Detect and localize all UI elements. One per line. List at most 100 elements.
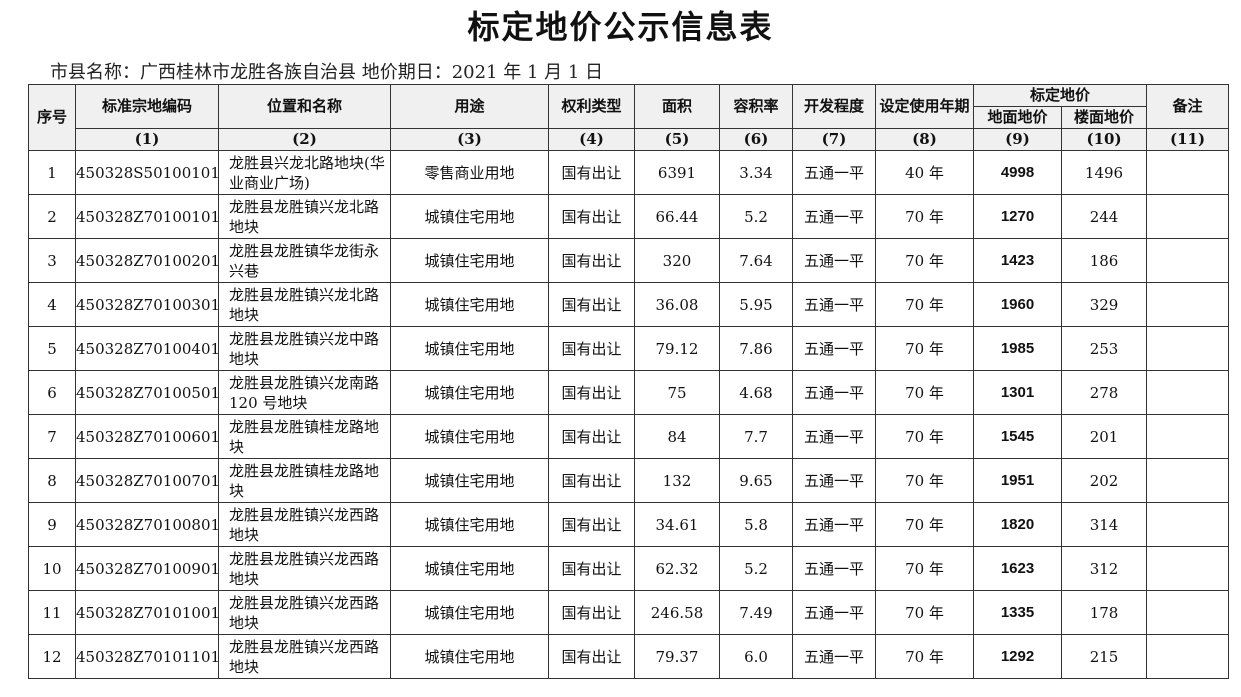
table-row: 7 450328Z70100601 龙胜县龙胜镇桂龙路地块 城镇住宅用地 国有出让 84 7… <box>28 414 1230 459</box>
area-cell: 79.12 <box>634 326 720 371</box>
seq-cell: 10 <box>28 546 76 591</box>
code-cell: 450328Z70100101 <box>75 194 220 239</box>
dev-cell: 五通一平 <box>792 238 876 283</box>
right-cell: 国有出让 <box>548 282 635 327</box>
seq-cell: 5 <box>28 326 76 371</box>
note-cell <box>1146 414 1230 459</box>
right-cell: 国有出让 <box>548 326 635 371</box>
term-cell: 70 年 <box>875 238 974 283</box>
code-cell: 450328Z70100201 <box>75 238 220 283</box>
seq-cell: 8 <box>28 458 76 503</box>
note-cell <box>1146 370 1230 415</box>
floor-price-cell: 329 <box>1060 282 1148 327</box>
floor-price-cell: 244 <box>1060 194 1148 239</box>
table-row: 3 450328Z70100201 龙胜县龙胜镇华龙街永兴巷 城镇住宅用地 国有出让 32… <box>28 238 1230 283</box>
area-cell: 320 <box>634 238 720 283</box>
header-note: 备注 <box>1146 84 1230 129</box>
area-cell: 84 <box>634 414 720 459</box>
table-row: 8 450328Z70100701 龙胜县龙胜镇桂龙路地块 城镇住宅用地 国有出让 132… <box>28 458 1230 503</box>
use-cell: 城镇住宅用地 <box>390 502 549 547</box>
land-price-cell: 1545 <box>973 414 1062 459</box>
dev-cell: 五通一平 <box>792 502 876 547</box>
use-cell: 零售商业用地 <box>390 150 549 195</box>
seq-cell: 12 <box>28 634 76 679</box>
land-price-cell: 1985 <box>973 326 1062 371</box>
dev-cell: 五通一平 <box>792 590 876 635</box>
far-cell: 7.86 <box>719 326 793 371</box>
far-cell: 6.0 <box>719 634 793 679</box>
location-cell: 龙胜县龙胜镇华龙街永兴巷 <box>218 238 391 283</box>
code-cell: 450328Z70100601 <box>75 414 220 459</box>
floor-price-cell: 178 <box>1060 590 1148 635</box>
header-price: 标定地价 <box>972 84 1148 107</box>
area-cell: 246.58 <box>634 590 720 635</box>
location-cell: 龙胜县龙胜镇兴龙西路地块 <box>218 502 391 547</box>
land-price-cell: 1423 <box>973 238 1062 283</box>
table-row: 12 450328Z70101101 龙胜县龙胜镇兴龙西路地块 城镇住宅用地 国有出让 7… <box>28 634 1230 679</box>
header-num: (6) <box>719 128 793 151</box>
far-cell: 4.68 <box>719 370 793 415</box>
floor-price-cell: 253 <box>1060 326 1148 371</box>
header-num: (9) <box>973 128 1062 151</box>
far-cell: 7.64 <box>719 238 793 283</box>
location-cell: 龙胜县兴龙北路地块(华业商业广场) <box>218 150 391 195</box>
floor-price-cell: 202 <box>1060 458 1148 503</box>
header-term: 设定使用年期 <box>875 84 974 129</box>
header-num: (10) <box>1060 128 1148 151</box>
term-cell: 70 年 <box>875 414 974 459</box>
location-cell: 龙胜县龙胜镇兴龙北路地块 <box>218 282 391 327</box>
note-cell <box>1146 634 1230 679</box>
note-cell <box>1146 150 1230 195</box>
county-and-date: 市县名称：广西桂林市龙胜各族自治县 地价期日：2021 年 1 月 1 日 <box>50 62 604 83</box>
note-cell <box>1146 194 1230 239</box>
note-cell <box>1146 590 1230 635</box>
table-row: 4 450328Z70100301 龙胜县龙胜镇兴龙北路地块 城镇住宅用地 国有出让 36… <box>28 282 1230 327</box>
use-cell: 城镇住宅用地 <box>390 238 549 283</box>
header-right: 权利类型 <box>548 84 635 129</box>
seq-cell: 1 <box>28 150 76 195</box>
seq-cell: 2 <box>28 194 76 239</box>
land-price-cell: 1623 <box>973 546 1062 591</box>
dev-cell: 五通一平 <box>792 546 876 591</box>
use-cell: 城镇住宅用地 <box>390 282 549 327</box>
use-cell: 城镇住宅用地 <box>390 458 549 503</box>
right-cell: 国有出让 <box>548 370 635 415</box>
use-cell: 城镇住宅用地 <box>390 634 549 679</box>
far-cell: 9.65 <box>719 458 793 503</box>
seq-cell: 4 <box>28 282 76 327</box>
code-cell: 450328Z70101001 <box>75 590 220 635</box>
land-price-table: 序号 标准宗地编码 位置和名称 用途 权利类型 面积 容积率 开发程度 设定使用… <box>28 84 1230 679</box>
floor-price-cell: 1496 <box>1060 150 1148 195</box>
header-num: (3) <box>390 128 549 151</box>
header-location: 位置和名称 <box>218 84 391 129</box>
right-cell: 国有出让 <box>548 590 635 635</box>
use-cell: 城镇住宅用地 <box>390 370 549 415</box>
location-cell: 龙胜县龙胜镇兴龙中路地块 <box>218 326 391 371</box>
header-num: (2) <box>218 128 391 151</box>
table-row: 1 450328S50100101 龙胜县兴龙北路地块(华业商业广场) 零售商业用地国… <box>28 150 1230 195</box>
land-price-cell: 1951 <box>973 458 1062 503</box>
code-cell: 450328S50100101 <box>75 150 220 195</box>
floor-price-cell: 312 <box>1060 546 1148 591</box>
land-price-cell: 1820 <box>973 502 1062 547</box>
code-cell: 450328Z70100701 <box>75 458 220 503</box>
land-price-cell: 1960 <box>973 282 1062 327</box>
code-cell: 450328Z70100301 <box>75 282 220 327</box>
location-cell: 龙胜县龙胜镇兴龙北路地块 <box>218 194 391 239</box>
term-cell: 70 年 <box>875 370 974 415</box>
header-num: (7) <box>792 128 876 151</box>
area-cell: 75 <box>634 370 720 415</box>
page-title: 标定地价公示信息表 <box>467 8 774 46</box>
right-cell: 国有出让 <box>548 546 635 591</box>
floor-price-cell: 201 <box>1060 414 1148 459</box>
floor-price-cell: 314 <box>1060 502 1148 547</box>
note-cell <box>1146 238 1230 283</box>
far-cell: 5.2 <box>719 194 793 239</box>
land-price-cell: 1301 <box>973 370 1062 415</box>
term-cell: 70 年 <box>875 458 974 503</box>
dev-cell: 五通一平 <box>792 414 876 459</box>
location-cell: 龙胜县龙胜镇兴龙西路地块 <box>218 546 391 591</box>
floor-price-cell: 215 <box>1060 634 1148 679</box>
note-cell <box>1146 326 1230 371</box>
header-area: 面积 <box>634 84 720 129</box>
